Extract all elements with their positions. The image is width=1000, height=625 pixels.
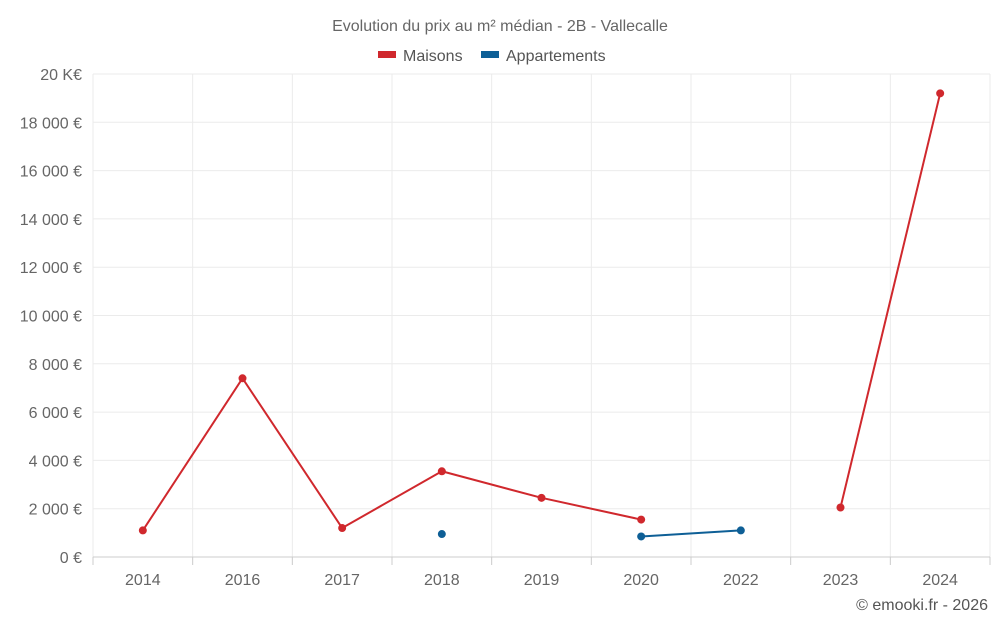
x-axis-ticks: 2014 2016 2017 2018 2019 2020 2022 2023 2024 xyxy=(125,572,958,589)
x-tick-label: 2014 xyxy=(125,572,161,589)
x-tick-label: 2018 xyxy=(424,572,460,589)
x-tick-label: 2017 xyxy=(324,572,360,589)
data-point-1-3[interactable] xyxy=(437,530,446,539)
series-layer xyxy=(138,89,945,541)
x-tick-label: 2024 xyxy=(922,572,958,589)
y-tick-label: 0 € xyxy=(60,550,82,567)
grid xyxy=(92,73,991,565)
y-tick-label: 8 000 € xyxy=(29,357,82,374)
data-point-0-1[interactable] xyxy=(238,374,247,383)
legend-label-1[interactable]: Appartements xyxy=(506,48,606,65)
y-axis-ticks: 0 € 2 000 € 4 000 € 6 000 € 8 000 € 10 000 € 1… xyxy=(20,67,82,567)
series-line-0 xyxy=(141,377,642,531)
series-0 xyxy=(138,89,945,535)
data-point-0-4[interactable] xyxy=(537,493,546,502)
series-1 xyxy=(437,526,745,541)
y-tick-label: 18 000 € xyxy=(20,115,82,132)
legend-swatch-0 xyxy=(378,51,396,58)
data-point-0-8[interactable] xyxy=(936,89,945,98)
y-tick-label: 10 000 € xyxy=(20,309,82,326)
x-tick-label: 2022 xyxy=(723,572,759,589)
data-point-1-5[interactable] xyxy=(637,532,646,541)
y-tick-label: 4 000 € xyxy=(29,453,82,470)
x-tick-label: 2019 xyxy=(524,572,560,589)
chart-title: Evolution du prix au m² médian - 2B - Va… xyxy=(332,18,668,35)
x-tick-label: 2016 xyxy=(225,572,261,589)
y-tick-label: 2 000 € xyxy=(29,502,82,519)
data-point-0-7[interactable] xyxy=(836,503,845,512)
y-tick-label: 20 K€ xyxy=(40,67,82,84)
y-tick-label: 12 000 € xyxy=(20,260,82,277)
data-point-1-6[interactable] xyxy=(736,526,745,535)
credit-text: © emooki.fr - 2026 xyxy=(856,597,988,614)
y-tick-label: 16 000 € xyxy=(20,164,82,181)
series-line-1 xyxy=(641,529,741,538)
data-point-0-5[interactable] xyxy=(637,515,646,524)
y-tick-label: 6 000 € xyxy=(29,405,82,422)
x-tick-label: 2020 xyxy=(623,572,659,589)
legend: Maisons Appartements xyxy=(378,48,606,65)
series-line-0 xyxy=(839,93,942,508)
legend-label-0[interactable]: Maisons xyxy=(403,48,463,65)
legend-swatch-1 xyxy=(481,51,499,58)
data-point-0-0[interactable] xyxy=(138,526,147,535)
data-point-0-3[interactable] xyxy=(437,467,446,476)
data-point-0-2[interactable] xyxy=(338,524,347,533)
y-tick-label: 14 000 € xyxy=(20,212,82,229)
x-tick-label: 2023 xyxy=(823,572,859,589)
